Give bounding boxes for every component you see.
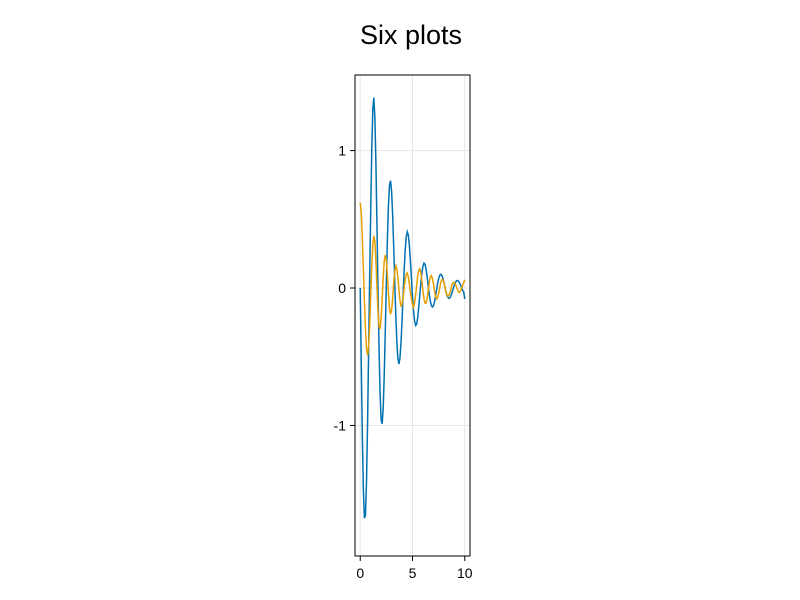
y-tick-label-1: 0 bbox=[338, 280, 346, 296]
x-axis: 0 5 10 bbox=[356, 556, 473, 581]
x-tick-label-1: 5 bbox=[409, 565, 417, 581]
y-tick-label-0: -1 bbox=[334, 417, 347, 433]
y-axis: -1 0 1 bbox=[334, 143, 355, 433]
series-line-2 bbox=[359, 202, 466, 356]
x-tick-label-0: 0 bbox=[356, 565, 364, 581]
x-tick-label-2: 10 bbox=[457, 565, 473, 581]
y-tick-label-2: 1 bbox=[338, 143, 346, 159]
series-group bbox=[359, 97, 466, 519]
chart-title: Six plots bbox=[360, 20, 462, 50]
